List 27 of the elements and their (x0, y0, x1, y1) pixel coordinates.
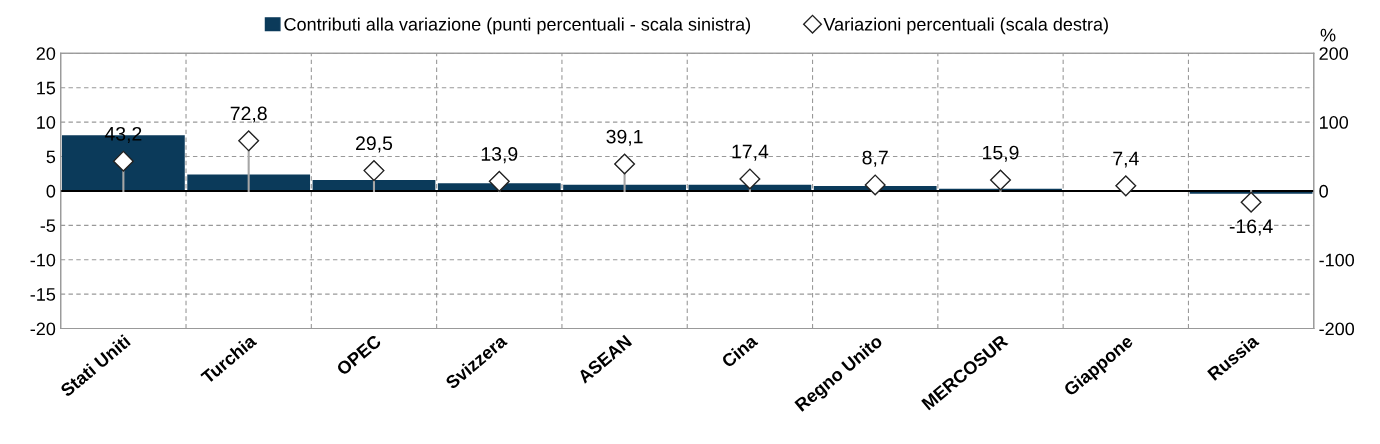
data-label: 15,9 (983, 145, 1019, 162)
legend-label: Variazioni percentuali (scala destra) (823, 17, 1108, 35)
y2-tick-label: 200 (1319, 47, 1349, 60)
data-label: 7,4 (1113, 151, 1139, 168)
y-tick-label: 20 (36, 47, 56, 60)
y-tick-label: 10 (37, 116, 56, 129)
data-label: 72,8 (230, 106, 267, 123)
y-tick-label: 5 (46, 150, 56, 164)
y-tick-label: 15 (37, 81, 56, 95)
y-tick-label: 0 (46, 184, 56, 198)
data-label: 13,9 (481, 147, 518, 164)
y-tick-label: -20 (30, 322, 56, 336)
data-label: 39,1 (606, 129, 643, 146)
y2-tick-label: -200 (1319, 322, 1355, 336)
y2-tick-label: 0 (1319, 184, 1328, 198)
y2-tick-label: 100 (1320, 116, 1349, 129)
y-tick-label: -10 (30, 253, 56, 267)
legend-label: Contributi alla variazione (punti percentuali - scala sinistra) (284, 17, 751, 35)
data-label: 17,4 (732, 144, 769, 161)
data-label: -16,4 (1229, 219, 1273, 236)
y2-tick-label: -100 (1319, 253, 1355, 267)
y-tick-label: -15 (30, 288, 56, 301)
y2-axis-title: % (1320, 28, 1336, 42)
y-tick-label: -5 (40, 219, 56, 233)
data-label: 8,7 (862, 150, 888, 167)
data-label: 29,5 (356, 136, 393, 153)
x-tick-label: Cina (720, 333, 759, 369)
